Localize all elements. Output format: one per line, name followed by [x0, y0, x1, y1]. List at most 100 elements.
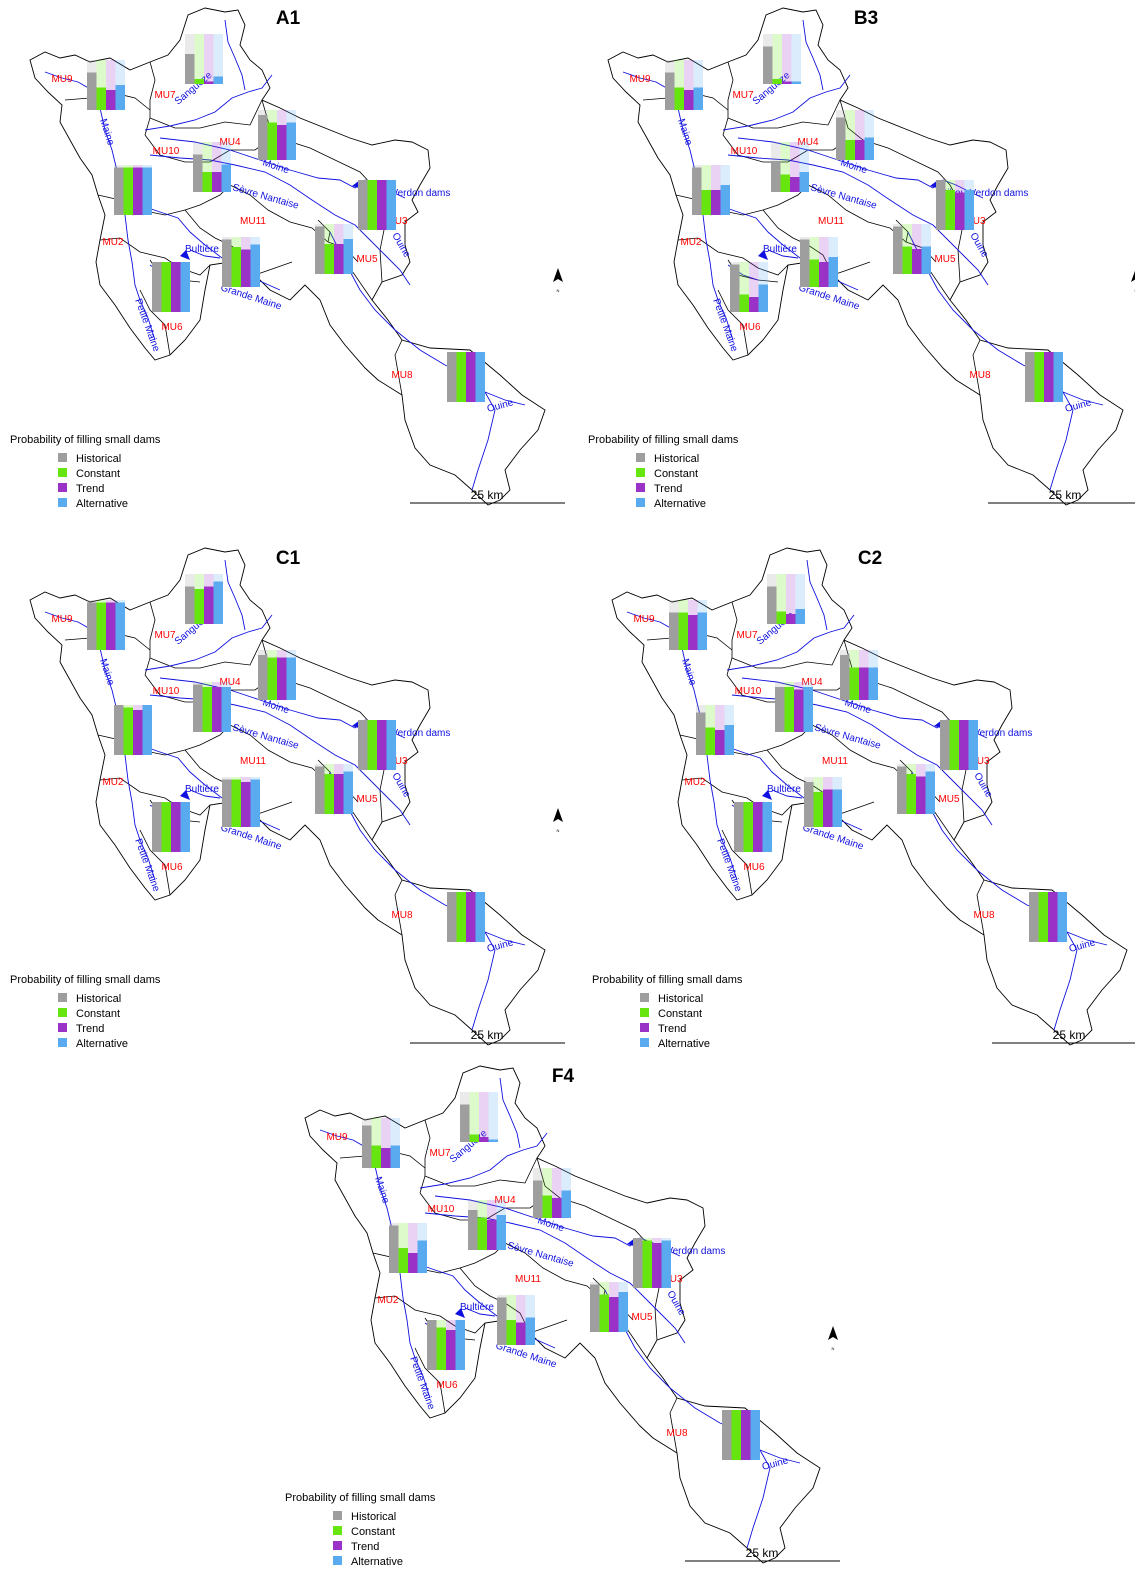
mu-label-mu10: MU10	[735, 686, 762, 697]
bar-trend	[377, 180, 387, 230]
legend-swatch-historical	[58, 453, 67, 462]
bar-constant	[372, 1146, 382, 1169]
bar-trend	[790, 177, 800, 192]
bar-alternative	[387, 720, 397, 770]
bar-constant	[702, 190, 712, 215]
legend-swatch-trend	[636, 483, 645, 492]
bar-trend	[1048, 892, 1058, 942]
bar-historical	[497, 1298, 507, 1346]
bar-trend	[204, 82, 214, 85]
bar-chart-mu4	[258, 110, 296, 160]
bar-historical	[533, 1181, 543, 1219]
svg-text:N: N	[557, 288, 560, 293]
bar-chart-mu4	[840, 650, 878, 700]
bar-alternative	[965, 190, 975, 230]
legend-swatch-trend	[640, 1023, 649, 1032]
bar-chart-mu10	[468, 1200, 506, 1250]
bar-alternative	[865, 138, 875, 161]
bar-alternative	[792, 82, 802, 85]
bar-historical	[193, 685, 203, 733]
bar-constant	[846, 140, 856, 160]
bar-chart-mu7	[185, 574, 223, 624]
bar-background	[782, 34, 792, 84]
north-arrow-icon: N	[1131, 268, 1135, 293]
bar-constant	[124, 168, 134, 216]
bar-alternative	[694, 88, 704, 111]
bar-alternative	[497, 1215, 507, 1250]
bar-historical	[389, 1226, 399, 1274]
bar-chart-mu5	[893, 224, 931, 274]
bar-chart-mu3	[940, 720, 978, 770]
bar-trend	[782, 82, 792, 85]
mu-label-mu7: MU7	[154, 90, 176, 101]
bar-historical	[936, 180, 946, 230]
bar-constant	[325, 244, 335, 274]
bar-alternative	[751, 1410, 761, 1460]
bar-trend	[749, 297, 759, 312]
bar-trend	[955, 193, 965, 231]
bar-alternative	[143, 168, 153, 216]
legend-label-historical: Historical	[76, 993, 121, 1005]
legend-swatch-constant	[636, 468, 645, 477]
bar-constant	[740, 295, 750, 313]
bar-alternative	[796, 609, 806, 624]
mu-label-mu10: MU10	[428, 1204, 455, 1215]
bar-constant	[232, 247, 242, 287]
bar-alternative	[763, 802, 773, 852]
legend-swatch-alternative	[636, 498, 645, 507]
mu-label-mu5: MU5	[356, 254, 378, 265]
legend-swatch-trend	[333, 1541, 342, 1550]
legend-swatch-alternative	[58, 498, 67, 507]
bar-historical	[692, 168, 702, 216]
bar-chart-mu8	[447, 892, 485, 942]
bar-chart-mu8	[1025, 352, 1063, 402]
bar-alternative	[662, 1241, 672, 1289]
bar-chart-mu9	[87, 60, 125, 110]
mu-label-mu6: MU6	[739, 322, 761, 333]
bar-chart-mu1	[222, 237, 260, 287]
panel-title: F4	[552, 1066, 575, 1087]
legend: Probability of filling small damsHistori…	[592, 974, 743, 1050]
legend-swatch-historical	[333, 1511, 342, 1520]
bar-alternative	[922, 247, 932, 275]
legend-label-alternative: Alternative	[658, 1038, 710, 1050]
scale-label: 25 km	[746, 1546, 779, 1560]
bar-alternative	[251, 245, 261, 288]
panel-title: C2	[858, 548, 882, 569]
bar-trend	[277, 658, 287, 701]
legend-swatch-constant	[58, 468, 67, 477]
legend-label-trend: Trend	[654, 483, 682, 495]
bar-historical	[114, 705, 124, 755]
bar-chart-mu5	[897, 764, 935, 814]
legend-label-trend: Trend	[351, 1541, 379, 1553]
bar-alternative	[489, 1140, 499, 1143]
bar-historical	[87, 73, 97, 111]
bar-constant	[97, 603, 107, 651]
north-arrow-icon: N	[553, 268, 563, 293]
bar-constant	[679, 613, 689, 651]
bar-alternative	[526, 1318, 536, 1346]
bar-trend	[916, 777, 926, 815]
bar-constant	[1035, 352, 1045, 402]
bar-background	[204, 34, 214, 84]
legend-label-alternative: Alternative	[76, 1038, 128, 1050]
legend-title: Probability of filling small dams	[588, 434, 739, 446]
bar-trend	[516, 1323, 526, 1346]
bar-alternative	[181, 262, 191, 312]
bar-constant	[470, 1135, 480, 1143]
bar-trend	[959, 720, 969, 770]
scale-label: 25 km	[471, 1028, 504, 1042]
bar-constant	[773, 79, 783, 84]
legend-label-trend: Trend	[76, 1023, 104, 1035]
mu-label-mu11: MU11	[515, 1274, 541, 1285]
bar-chart-mu4	[258, 650, 296, 700]
legend-title: Probability of filling small dams	[10, 974, 161, 986]
bar-historical	[763, 47, 773, 85]
legend-swatch-alternative	[58, 1038, 67, 1047]
legend-swatch-constant	[640, 1008, 649, 1017]
north-arrow-icon: N	[828, 1326, 838, 1351]
mu-label-mu8: MU8	[973, 910, 995, 921]
